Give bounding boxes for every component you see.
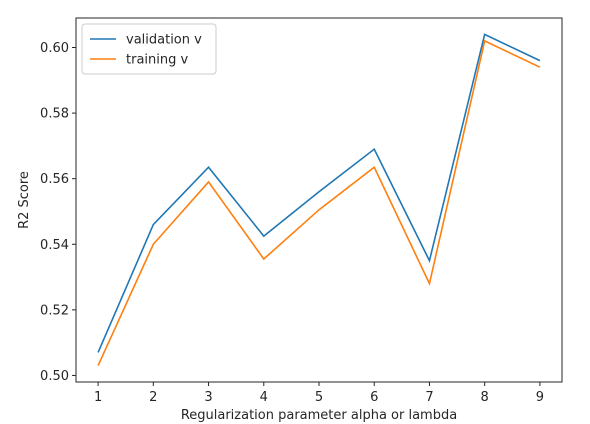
x-tick-label: 2 (149, 390, 157, 405)
y-tick-label: 0.58 (40, 107, 69, 122)
series-line-1 (97, 39, 541, 366)
y-tick-label: 0.56 (40, 172, 69, 187)
series-layer (97, 33, 541, 366)
x-axis: 1 2 3 4 5 6 7 8 9 (94, 382, 544, 405)
x-tick-label: 9 (536, 390, 544, 405)
legend: validation v training v (81, 23, 217, 75)
legend-label: validation v (126, 33, 202, 48)
x-tick-label: 3 (204, 390, 212, 405)
x-tick-label: 8 (481, 390, 489, 405)
y-tick-label: 0.52 (40, 303, 69, 318)
x-tick-label: 1 (94, 390, 102, 405)
legend-label: training v (126, 53, 188, 68)
y-tick-label: 0.54 (40, 238, 69, 253)
x-tick-label: 6 (370, 390, 378, 405)
x-tick-label: 4 (260, 390, 268, 405)
x-tick-label: 7 (425, 390, 433, 405)
x-tick-label: 5 (315, 390, 323, 405)
legend-box (81, 23, 217, 75)
series-line-0 (97, 33, 541, 353)
y-tick-label: 0.50 (40, 369, 69, 384)
x-axis-title: Regularization parameter alpha or lambda (181, 408, 457, 423)
y-axis-title: R2 Score (17, 171, 32, 229)
y-axis: 0.50 0.52 0.54 0.56 0.58 0.60 (40, 41, 76, 384)
y-tick-label: 0.60 (40, 41, 69, 56)
